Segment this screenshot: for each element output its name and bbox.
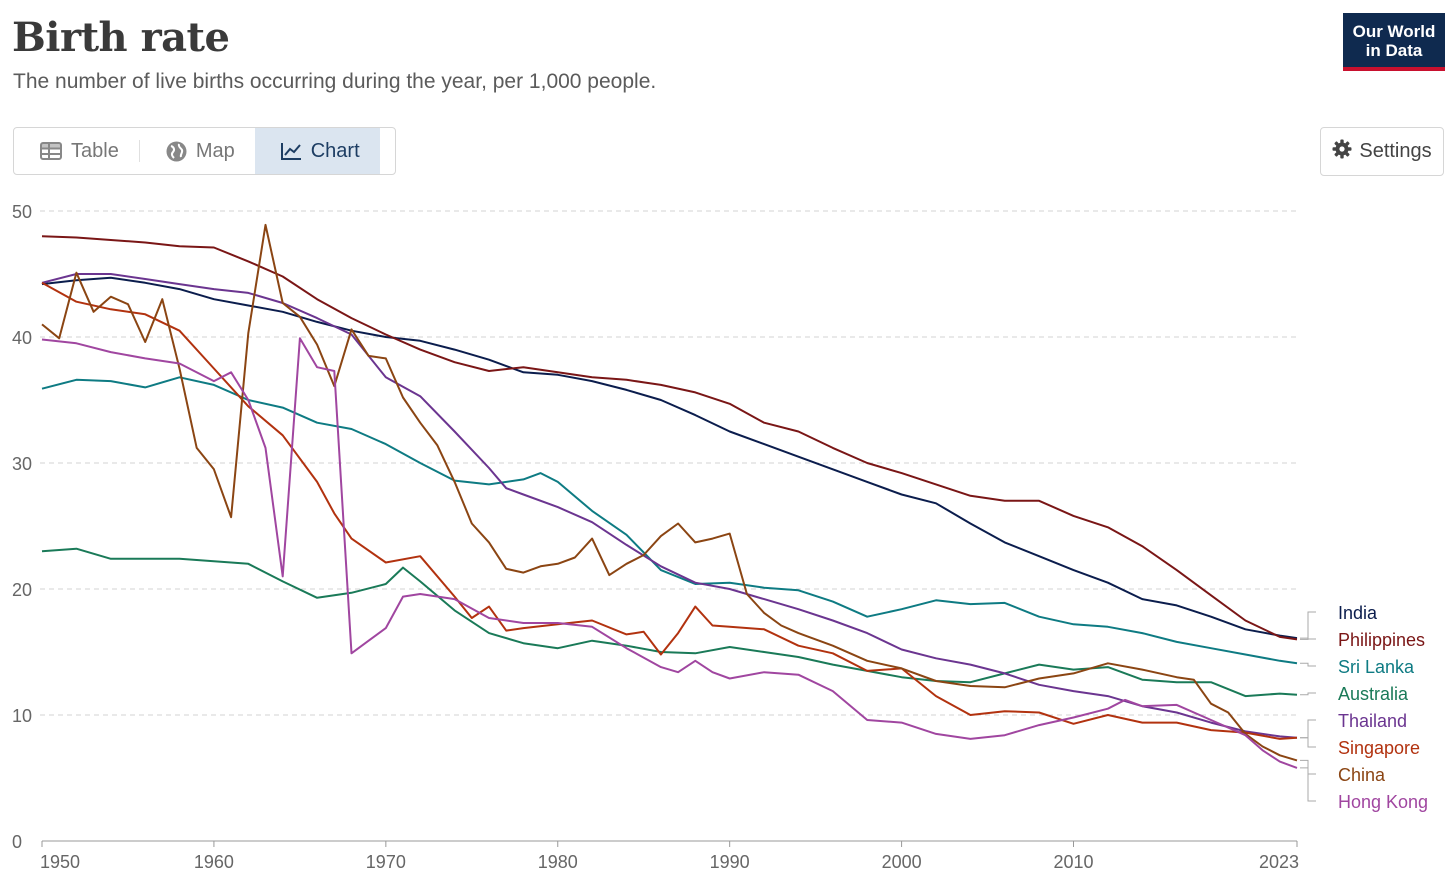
series-line-philippines: [41, 235, 1298, 641]
birth-rate-chart: 0 10 20 30 40 50 1950 1960 1970 1980 1990 2000 2010…: [12, 202, 1428, 872]
page-title: Birth rate: [12, 14, 230, 61]
page-subtitle: The number of live births occurring duri…: [13, 70, 657, 93]
y-tick-label: 40: [12, 328, 32, 348]
series-line-sri-lanka: [41, 376, 1298, 665]
tab-chart[interactable]: Chart: [254, 128, 380, 174]
tab-map-label: Map: [195, 139, 235, 162]
legend-connector: [1300, 767, 1316, 802]
gear-icon: [1332, 139, 1352, 165]
series-line-thailand: [41, 273, 1298, 739]
globe-icon: [166, 141, 187, 162]
settings-label: Settings: [1359, 140, 1432, 162]
x-tick-label: 2010: [1053, 852, 1093, 872]
legend-label-india: India: [1338, 603, 1378, 623]
legend-connector: [1300, 719, 1316, 739]
legend-label-sri-lanka: Sri Lanka: [1338, 657, 1415, 677]
y-tick-label: 10: [12, 706, 32, 726]
x-tick-label: 1950: [40, 852, 80, 872]
table-icon: [40, 142, 62, 160]
x-tick-label: 1960: [194, 852, 234, 872]
x-tick-label: 1980: [538, 852, 578, 872]
series-line-india: [41, 276, 1298, 640]
tab-map[interactable]: Map: [140, 128, 255, 174]
y-axis-ticks: 0 10 20 30 40 50: [12, 202, 32, 852]
gridlines: [40, 210, 1300, 716]
tab-table-label: Table: [71, 139, 119, 162]
tab-divider: [138, 140, 140, 162]
tab-table[interactable]: Table: [14, 128, 139, 174]
x-tick-label: 2000: [882, 852, 922, 872]
legend-label-thailand: Thailand: [1338, 711, 1407, 731]
line-chart-icon: [280, 142, 302, 160]
y-tick-label: 30: [12, 454, 32, 474]
tab-chart-label: Chart: [310, 139, 360, 162]
series-line-australia: [41, 547, 1298, 698]
x-tick-label: 1990: [710, 852, 750, 872]
x-tick-label: 1970: [366, 852, 406, 872]
legend-connector: [1300, 737, 1316, 748]
legend-label-singapore: Singapore: [1338, 738, 1420, 758]
series-line-singapore: [41, 281, 1298, 740]
logo-line-2: in Data: [1365, 41, 1423, 60]
x-tick-label: 2023: [1259, 852, 1299, 872]
y-tick-label: 20: [12, 580, 32, 600]
y-tick-label: 50: [12, 202, 32, 222]
y-tick-label: 0: [12, 832, 22, 852]
legend-label-australia: Australia: [1338, 684, 1409, 704]
series-lines: [41, 223, 1298, 769]
legend-label-philippines: Philippines: [1338, 630, 1425, 650]
settings-button[interactable]: Settings: [1320, 127, 1444, 176]
x-axis: 1950 1960 1970 1980 1990 2000 2010 2023: [40, 840, 1299, 872]
legend-connector: [1300, 759, 1316, 775]
legend-connector: [1300, 692, 1316, 696]
owid-logo[interactable]: Our World in Data: [1343, 13, 1445, 71]
logo-line-1: Our World: [1352, 22, 1436, 41]
legend: India Philippines Sri Lanka Australia Thaila…: [1300, 603, 1428, 812]
series-line-hong-kong: [41, 337, 1298, 769]
view-tabs: Table Map Chart: [13, 127, 396, 175]
legend-connector: [1300, 611, 1316, 639]
legend-connector: [1300, 662, 1316, 667]
series-line-china: [41, 223, 1298, 762]
legend-label-hong-kong: Hong Kong: [1338, 792, 1428, 812]
legend-label-china: China: [1338, 765, 1386, 785]
